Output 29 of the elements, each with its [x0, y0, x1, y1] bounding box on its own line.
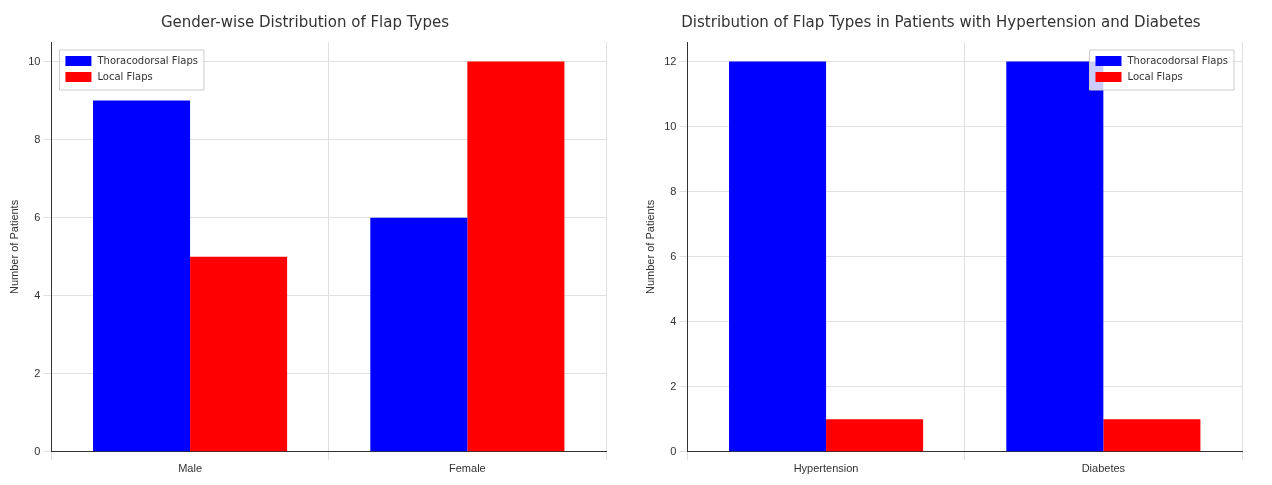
y-axis-title: Number of Patients: [643, 199, 656, 294]
y-axis-title: Number of Patients: [7, 199, 20, 294]
x-tick-label: Female: [449, 462, 486, 475]
y-tick-label: 12: [664, 54, 677, 67]
y-tick-label: 2: [34, 366, 41, 379]
legend-label: Thoracodorsal Flaps: [96, 54, 198, 66]
legend-label: Thoracodorsal Flaps: [1126, 54, 1229, 66]
y-tick-label: 6: [34, 210, 41, 223]
y-tick-label: 4: [34, 288, 41, 301]
y-tick-label: 2: [670, 379, 677, 392]
chart-title: Gender-wise Distribution of Flap Types: [160, 12, 450, 31]
y-tick-label: 6: [670, 249, 677, 262]
y-tick-label: 0: [670, 444, 677, 457]
x-tick-label: Hypertension: [793, 462, 859, 475]
legend-label: Local Flaps: [1127, 70, 1183, 82]
bar: [93, 100, 191, 452]
y-tick-label: 10: [664, 119, 677, 132]
legend-label: Local Flaps: [97, 70, 153, 82]
chart-title: Distribution of Flap Types in Patients with Hypertension and Diabetes: [681, 12, 1201, 31]
x-tick-label: Male: [178, 462, 202, 475]
y-tick-label: 10: [28, 54, 41, 67]
y-tick-label: 4: [670, 314, 677, 327]
x-tick-label: Diabetes: [1081, 462, 1126, 475]
y-tick-label: 0: [34, 444, 41, 457]
y-tick-label: 8: [34, 132, 41, 145]
y-tick-label: 8: [670, 184, 677, 197]
bar: [190, 256, 288, 452]
bar: [467, 61, 565, 452]
bar: [370, 217, 468, 452]
